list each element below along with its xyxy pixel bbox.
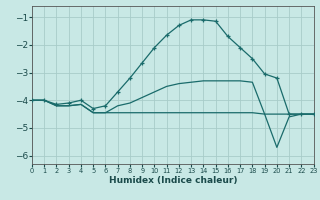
X-axis label: Humidex (Indice chaleur): Humidex (Indice chaleur) xyxy=(108,176,237,185)
